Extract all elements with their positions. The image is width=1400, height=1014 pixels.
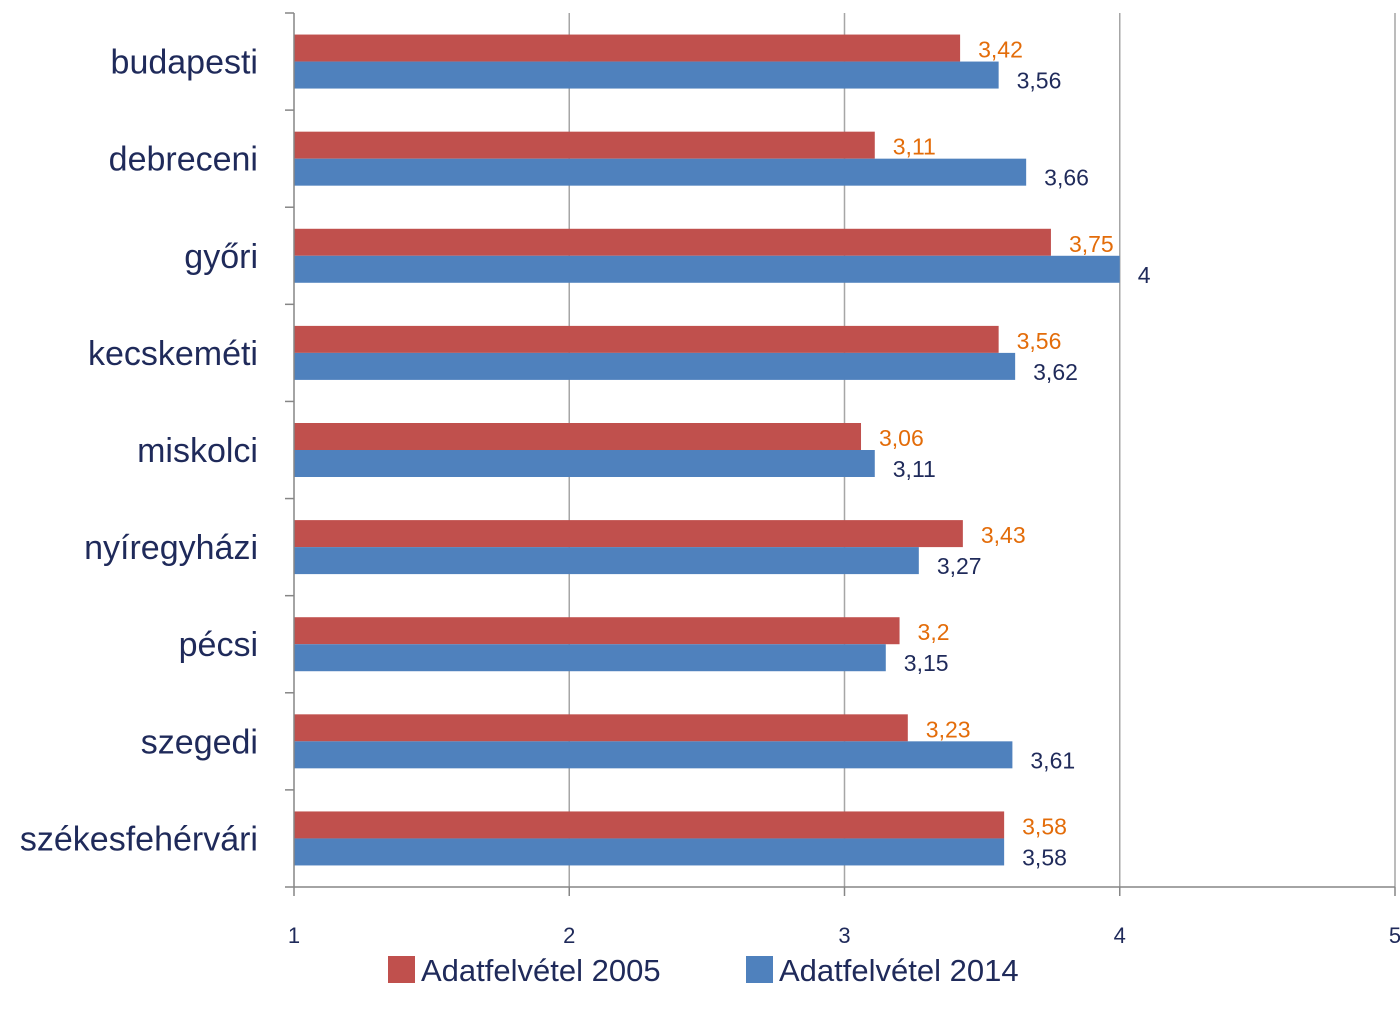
data-label: 3,61 bbox=[1030, 747, 1075, 773]
bar bbox=[294, 352, 1016, 380]
data-label: 3,75 bbox=[1069, 231, 1114, 257]
bar bbox=[294, 547, 919, 575]
data-labels: 3,42 3,56 3,11 3,66 3,75 4 3,56 3,62 3,06 3,11 3,4… bbox=[879, 37, 1151, 871]
bar bbox=[294, 838, 1005, 866]
category-label: szegedi bbox=[141, 723, 258, 761]
category-label: székesfehérvári bbox=[20, 820, 258, 858]
data-label: 3,58 bbox=[1022, 813, 1067, 839]
bar bbox=[294, 617, 900, 645]
data-label: 3,23 bbox=[926, 716, 971, 742]
bar bbox=[294, 325, 999, 353]
data-label: 3,56 bbox=[1017, 328, 1062, 354]
bar bbox=[294, 228, 1051, 256]
data-label: 3,11 bbox=[893, 134, 936, 160]
data-label: 3,2 bbox=[918, 619, 950, 645]
category-label: nyíregyházi bbox=[84, 529, 258, 567]
bar bbox=[294, 714, 908, 742]
data-label: 3,15 bbox=[904, 650, 949, 676]
data-label: 3,06 bbox=[879, 425, 924, 451]
axes: 1 2 3 4 5 budapesti debreceni győri kecskeméti mi… bbox=[20, 12, 1400, 948]
bar bbox=[294, 255, 1120, 283]
data-label: 3,42 bbox=[978, 37, 1023, 63]
category-label: budapesti bbox=[111, 44, 258, 82]
bar bbox=[294, 61, 999, 89]
bar bbox=[294, 131, 875, 159]
category-label: győri bbox=[184, 238, 258, 276]
legend-label: Adatfelvétel 2014 bbox=[779, 953, 1019, 988]
x-tick-label: 2 bbox=[563, 923, 575, 948]
data-label: 3,66 bbox=[1044, 165, 1089, 191]
data-label: 3,58 bbox=[1022, 844, 1067, 870]
data-label: 3,43 bbox=[981, 522, 1026, 548]
bar bbox=[294, 423, 862, 450]
x-tick-label: 4 bbox=[1114, 923, 1126, 948]
legend: Adatfelvétel 2005 Adatfelvétel 2014 bbox=[388, 953, 1019, 988]
legend-swatch bbox=[746, 956, 773, 983]
bar bbox=[294, 520, 963, 548]
category-label: pécsi bbox=[179, 626, 258, 664]
category-label: miskolci bbox=[137, 432, 258, 470]
bar bbox=[294, 34, 961, 62]
bar bbox=[294, 450, 875, 477]
legend-swatch bbox=[388, 956, 415, 983]
bar bbox=[294, 644, 886, 672]
legend-label: Adatfelvétel 2005 bbox=[421, 953, 661, 988]
bar bbox=[294, 741, 1013, 769]
bars bbox=[294, 34, 1120, 866]
data-label: 3,11 bbox=[893, 456, 936, 482]
data-label: 4 bbox=[1138, 262, 1151, 288]
data-label: 3,27 bbox=[937, 553, 982, 579]
data-label: 3,62 bbox=[1033, 359, 1078, 385]
bar bbox=[294, 811, 1005, 839]
data-label: 3,56 bbox=[1017, 68, 1062, 94]
category-label: kecskeméti bbox=[88, 335, 258, 373]
x-tick-label: 3 bbox=[838, 923, 850, 948]
category-label: debreceni bbox=[109, 141, 258, 179]
x-tick-label: 1 bbox=[288, 923, 300, 948]
bar bbox=[294, 158, 1027, 186]
x-tick-label: 5 bbox=[1389, 923, 1400, 948]
